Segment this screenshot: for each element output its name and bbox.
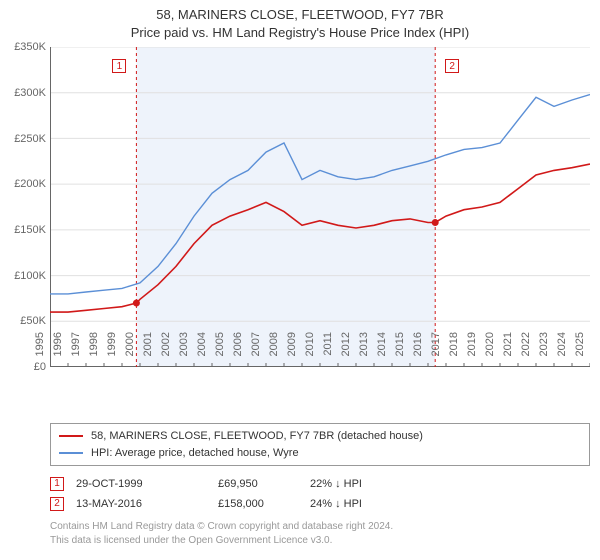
legend-swatch xyxy=(59,435,83,437)
sale-row: 1 29-OCT-1999 £69,950 22% ↓ HPI xyxy=(50,474,590,494)
y-tick-label: £200K xyxy=(6,178,46,190)
sale-price: £69,950 xyxy=(218,478,298,490)
y-tick-label: £150K xyxy=(6,224,46,236)
y-axis-labels: £0£50K£100K£150K£200K£250K£300K£350K xyxy=(6,47,46,367)
x-tick-label: 2025 xyxy=(574,332,586,356)
y-tick-label: £250K xyxy=(6,133,46,145)
sale-callout-2: 2 xyxy=(445,59,459,73)
x-tick-label: 2024 xyxy=(556,332,568,356)
x-tick-label: 2010 xyxy=(304,332,316,356)
x-tick-label: 2020 xyxy=(484,332,496,356)
sale-date: 29-OCT-1999 xyxy=(76,478,206,490)
x-tick-label: 1996 xyxy=(52,332,64,356)
sale-callout-1: 1 xyxy=(112,59,126,73)
legend-swatch xyxy=(59,452,83,454)
legend-label: 58, MARINERS CLOSE, FLEETWOOD, FY7 7BR (… xyxy=(91,428,423,445)
x-tick-label: 2011 xyxy=(322,332,334,356)
title-line-2: Price paid vs. HM Land Registry's House … xyxy=(10,24,590,42)
x-tick-label: 2018 xyxy=(448,332,460,356)
sale-date: 13-MAY-2016 xyxy=(76,498,206,510)
x-tick-label: 2017 xyxy=(430,332,442,356)
x-tick-label: 2014 xyxy=(376,332,388,356)
sale-row: 2 13-MAY-2016 £158,000 24% ↓ HPI xyxy=(50,494,590,514)
chart-container: 58, MARINERS CLOSE, FLEETWOOD, FY7 7BR P… xyxy=(0,0,600,560)
legend-item: HPI: Average price, detached house, Wyre xyxy=(59,445,581,462)
x-tick-label: 2016 xyxy=(412,332,424,356)
footer-line-1: Contains HM Land Registry data © Crown c… xyxy=(50,520,590,534)
x-tick-label: 2023 xyxy=(538,332,550,356)
x-tick-label: 2007 xyxy=(250,332,262,356)
footer-attribution: Contains HM Land Registry data © Crown c… xyxy=(50,520,590,547)
x-tick-label: 2001 xyxy=(142,332,154,356)
sales-table: 1 29-OCT-1999 £69,950 22% ↓ HPI 2 13-MAY-2016… xyxy=(50,474,590,514)
sale-hpi-delta: 24% ↓ HPI xyxy=(310,498,400,510)
x-tick-label: 2004 xyxy=(196,332,208,356)
x-tick-label: 2019 xyxy=(466,332,478,356)
x-tick-label: 2003 xyxy=(178,332,190,356)
x-tick-label: 1998 xyxy=(88,332,100,356)
x-tick-label: 2013 xyxy=(358,332,370,356)
sale-price: £158,000 xyxy=(218,498,298,510)
x-tick-label: 2000 xyxy=(124,332,136,356)
sale-index-box: 1 xyxy=(50,477,64,491)
x-tick-label: 2002 xyxy=(160,332,172,356)
legend-item: 58, MARINERS CLOSE, FLEETWOOD, FY7 7BR (… xyxy=(59,428,581,445)
x-axis-labels: 1995199619971998199920002001200220032004… xyxy=(40,332,580,392)
chart-area: £0£50K£100K£150K£200K£250K£300K£350K 12 xyxy=(50,47,590,367)
x-tick-label: 1995 xyxy=(34,332,46,356)
y-tick-label: £300K xyxy=(6,87,46,99)
x-tick-label: 2012 xyxy=(340,332,352,356)
x-tick-label: 2009 xyxy=(286,332,298,356)
line-chart-svg xyxy=(50,47,590,367)
x-tick-label: 1999 xyxy=(106,332,118,356)
x-tick-label: 2022 xyxy=(520,332,532,356)
legend: 58, MARINERS CLOSE, FLEETWOOD, FY7 7BR (… xyxy=(50,423,590,466)
legend-label: HPI: Average price, detached house, Wyre xyxy=(91,445,299,462)
sale-index-box: 2 xyxy=(50,497,64,511)
x-tick-label: 2006 xyxy=(232,332,244,356)
x-tick-label: 2005 xyxy=(214,332,226,356)
y-tick-label: £100K xyxy=(6,270,46,282)
x-tick-label: 2015 xyxy=(394,332,406,356)
x-tick-label: 2021 xyxy=(502,332,514,356)
x-tick-label: 1997 xyxy=(70,332,82,356)
y-tick-label: £350K xyxy=(6,41,46,53)
x-tick-label: 2008 xyxy=(268,332,280,356)
footer-line-2: This data is licensed under the Open Gov… xyxy=(50,534,590,548)
title-line-1: 58, MARINERS CLOSE, FLEETWOOD, FY7 7BR xyxy=(10,6,590,24)
y-tick-label: £50K xyxy=(6,315,46,327)
sale-hpi-delta: 22% ↓ HPI xyxy=(310,478,400,490)
